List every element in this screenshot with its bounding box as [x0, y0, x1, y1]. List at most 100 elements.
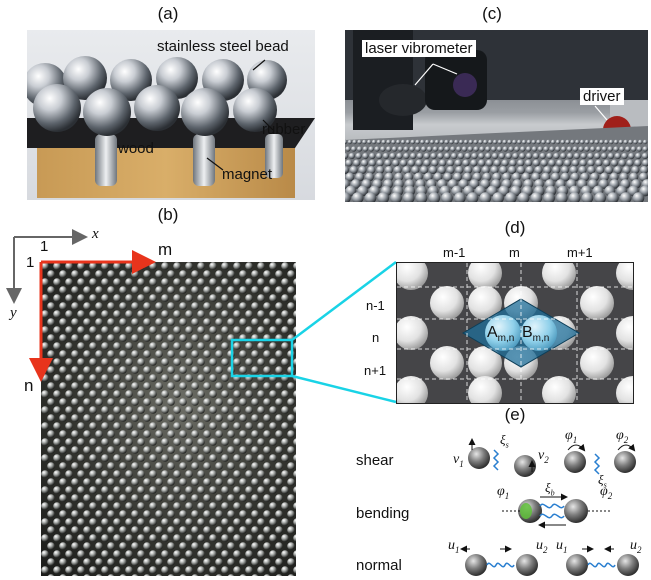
setup-bead: [410, 139, 415, 145]
setup-bead: [628, 152, 635, 160]
setup-bead: [543, 166, 552, 174]
lattice-bead: [149, 358, 157, 366]
setup-bead: [364, 192, 377, 202]
lattice-bead: [161, 326, 169, 334]
lattice-bead: [101, 502, 109, 510]
setup-bead: [614, 152, 621, 160]
lattice-bead: [119, 494, 127, 502]
lattice-bead: [227, 318, 235, 326]
lattice-bead: [137, 262, 145, 270]
lattice-bead: [227, 302, 235, 310]
setup-bead: [549, 146, 555, 152]
lattice-bead: [101, 406, 109, 414]
setup-bead: [371, 139, 377, 145]
setup-bead: [548, 159, 556, 167]
lattice-bead: [257, 502, 265, 510]
setup-bead: [360, 159, 369, 167]
lattice-bead: [95, 350, 103, 358]
lattice-bead: [281, 518, 289, 526]
lattice-bead: [185, 502, 193, 510]
lattice-bead: [221, 390, 229, 398]
lattice-bead: [209, 262, 217, 270]
lattice-bead: [143, 302, 151, 310]
setup-bead: [369, 152, 376, 160]
lattice-bead: [287, 478, 295, 486]
lattice-bead: [95, 446, 103, 454]
lattice-bead: [227, 382, 235, 390]
lattice-bead: [215, 318, 223, 326]
lattice-bead: [119, 462, 127, 470]
lattice-bead: [197, 358, 205, 366]
lattice-bead: [209, 502, 217, 510]
symbol-xi-s-right: ξs: [598, 472, 607, 490]
lattice-bead: [257, 422, 265, 430]
lattice-bead: [275, 366, 283, 374]
lattice-bead: [113, 550, 121, 558]
lattice-bead: [101, 550, 109, 558]
setup-bead: [525, 166, 534, 174]
lattice-bead: [113, 502, 121, 510]
lattice-bead: [233, 326, 241, 334]
lattice-bead: [221, 326, 229, 334]
lattice-bead: [59, 350, 67, 358]
lattice-bead: [203, 350, 211, 358]
lattice-bead: [203, 478, 211, 486]
lattice-bead: [131, 462, 139, 470]
lattice-bead: [53, 294, 61, 302]
lattice-bead: [263, 478, 271, 486]
lattice-bead: [221, 342, 229, 350]
lattice-bead: [107, 510, 115, 518]
lattice-bead: [89, 262, 97, 270]
lattice-bead: [137, 566, 145, 574]
lattice-bead: [173, 358, 181, 366]
origin-row-label: 1: [26, 254, 35, 271]
lattice-bead: [137, 486, 145, 494]
lattice-bead: [287, 574, 295, 576]
lattice-bead: [95, 334, 103, 342]
setup-bead: [349, 166, 358, 174]
lattice-bead: [209, 294, 217, 302]
lattice-bead: [65, 454, 73, 462]
lattice-bead: [197, 566, 205, 574]
lattice-bead: [167, 446, 175, 454]
lattice-bead: [221, 550, 229, 558]
setup-bead: [571, 159, 579, 167]
lattice-bead: [59, 558, 67, 566]
lattice-bead: [107, 430, 115, 438]
lattice-bead: [59, 286, 67, 294]
setup-bead: [594, 192, 606, 202]
lattice-bead: [47, 286, 55, 294]
lattice-bead: [161, 358, 169, 366]
setup-bead: [564, 159, 572, 167]
lattice-bead: [107, 558, 115, 566]
lattice-bead: [131, 270, 139, 278]
lattice-bead: [269, 550, 277, 558]
lattice-bead: [41, 342, 49, 350]
lattice-bead: [257, 550, 265, 558]
lattice-bead: [293, 550, 296, 558]
lattice-bead: [155, 334, 163, 342]
lattice-bead: [113, 566, 121, 574]
lattice-bead: [239, 382, 247, 390]
lattice-bead: [197, 534, 205, 542]
lattice-bead: [149, 534, 157, 542]
setup-bead: [386, 146, 392, 152]
lattice-bead: [221, 294, 229, 302]
lattice-bead: [227, 446, 235, 454]
lattice-bead: [263, 542, 271, 550]
lattice-bead: [215, 494, 223, 502]
lattice-bead: [119, 446, 127, 454]
lattice-bead: [233, 566, 241, 574]
setup-bead: [386, 139, 391, 145]
lattice-bead: [155, 430, 163, 438]
lattice-bead: [161, 310, 169, 318]
setup-bead: [376, 159, 384, 167]
lattice-bead: [149, 486, 157, 494]
lattice-bead: [53, 566, 61, 574]
lattice-bead: [245, 358, 253, 366]
setup-bead: [491, 152, 499, 160]
lattice-bead: [293, 358, 296, 366]
symbol-phi1-shear: φ1: [565, 428, 578, 445]
lattice-bead: [209, 566, 217, 574]
lattice-bead: [293, 502, 296, 510]
